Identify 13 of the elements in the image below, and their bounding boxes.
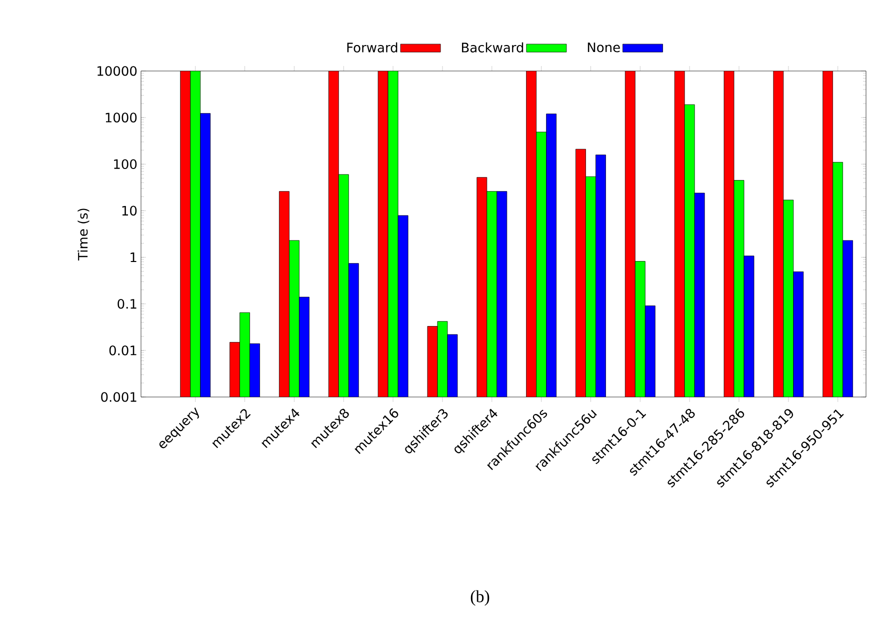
- y-tick-label: 0.001: [101, 392, 136, 402]
- y-tick-label: 0.01: [109, 346, 136, 356]
- legend-label: None: [588, 42, 620, 52]
- y-tick-label: 10000: [98, 66, 137, 76]
- y-tick-label: 1000: [106, 112, 137, 122]
- legend-label: Backward: [462, 42, 524, 52]
- y-axis-title: Time (s): [78, 208, 90, 260]
- text: (b): [470, 590, 490, 606]
- y-tick-label: 1: [130, 252, 136, 262]
- legend-label: Forward: [347, 42, 398, 52]
- y-tick-label: 100: [114, 159, 137, 170]
- y-tick-label: 0.1: [118, 298, 136, 309]
- y-tick-label: 10: [122, 206, 137, 216]
